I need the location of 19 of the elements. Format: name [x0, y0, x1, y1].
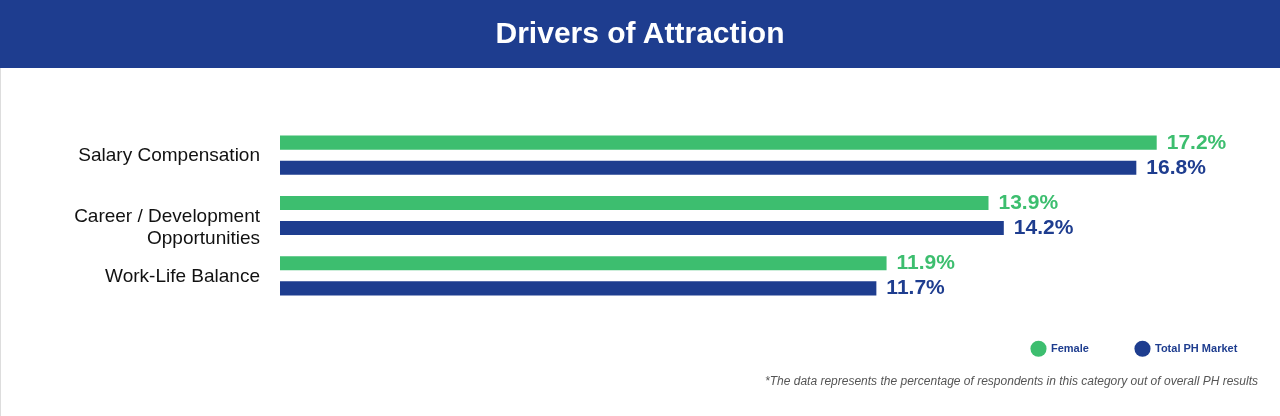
data-label: 17.2% — [1166, 129, 1227, 153]
data-label: 14.2% — [1013, 215, 1074, 239]
data-label: 13.9% — [998, 189, 1059, 213]
bar — [280, 135, 1157, 150]
y-tick-label: Work-Life Balance — [105, 264, 260, 286]
legend-label: Total PH Market — [1155, 341, 1238, 354]
legend-label: Female — [1051, 341, 1089, 354]
data-label: 11.9% — [896, 250, 956, 274]
bar — [280, 281, 877, 296]
bar — [280, 256, 887, 271]
y-tick-label: Career / Development Opportunities — [74, 204, 261, 248]
data-label: 16.8% — [1146, 154, 1207, 178]
text: *The data represents the percentage of respondents in this category out of overall PH results — [765, 374, 1258, 388]
bar — [280, 160, 1137, 175]
bar — [280, 195, 989, 210]
chart-title: Drivers of Attraction — [495, 16, 785, 49]
y-tick-label: Salary Compensation — [78, 144, 260, 166]
bar — [280, 221, 1004, 236]
data-label: 11.7% — [886, 275, 946, 299]
